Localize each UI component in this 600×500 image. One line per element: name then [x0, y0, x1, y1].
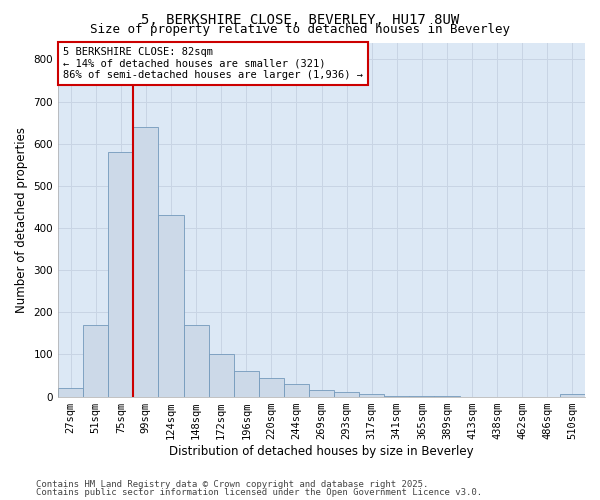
Text: 5 BERKSHIRE CLOSE: 82sqm
← 14% of detached houses are smaller (321)
86% of semi-: 5 BERKSHIRE CLOSE: 82sqm ← 14% of detach…	[63, 46, 363, 80]
Bar	[309, 390, 334, 396]
Bar	[233, 372, 259, 396]
Bar	[284, 384, 309, 396]
Text: Contains public sector information licensed under the Open Government Licence v3: Contains public sector information licen…	[36, 488, 482, 497]
X-axis label: Distribution of detached houses by size in Beverley: Distribution of detached houses by size …	[169, 444, 474, 458]
Bar	[133, 127, 158, 396]
Text: Contains HM Land Registry data © Crown copyright and database right 2025.: Contains HM Land Registry data © Crown c…	[36, 480, 428, 489]
Bar	[359, 394, 384, 396]
Text: Size of property relative to detached houses in Beverley: Size of property relative to detached ho…	[90, 22, 510, 36]
Bar	[209, 354, 233, 397]
Bar	[184, 325, 209, 396]
Y-axis label: Number of detached properties: Number of detached properties	[15, 126, 28, 312]
Text: 5, BERKSHIRE CLOSE, BEVERLEY, HU17 8UW: 5, BERKSHIRE CLOSE, BEVERLEY, HU17 8UW	[141, 12, 459, 26]
Bar	[58, 388, 83, 396]
Bar	[560, 394, 585, 396]
Bar	[259, 378, 284, 396]
Bar	[334, 392, 359, 396]
Bar	[108, 152, 133, 396]
Bar	[158, 216, 184, 396]
Bar	[83, 325, 108, 396]
